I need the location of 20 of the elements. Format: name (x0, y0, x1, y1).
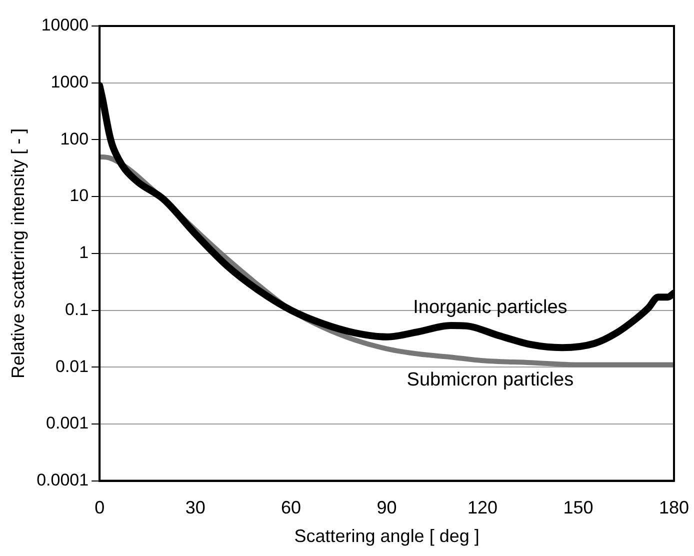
y-tick-label: 0.1 (64, 300, 89, 319)
series-label: Submicron particles (406, 369, 574, 390)
y-tick-label: 1 (79, 243, 89, 262)
y-tick-label: 10 (70, 186, 89, 206)
x-tick-label: 60 (281, 498, 302, 518)
y-tick-label: 0.0001 (36, 470, 89, 490)
x-tick-label: 90 (376, 498, 397, 518)
y-tick-label: 1000 (50, 72, 89, 92)
x-tick-label: 30 (185, 498, 206, 518)
y-tick-label: 0.001 (46, 414, 89, 433)
series-label: Inorganic particles (413, 297, 568, 318)
x-tick-label: 0 (94, 498, 105, 518)
x-axis-title: Scattering angle [ deg ] (294, 526, 480, 546)
y-tick-label: 100 (60, 129, 89, 148)
y-axis-title: Relative scattering intensity [ - ] (8, 128, 28, 378)
y-tick-label: 0.01 (56, 356, 89, 376)
x-tick-label: 120 (468, 498, 498, 518)
x-tick-label: 180 (658, 498, 690, 518)
y-tick-label: 10000 (41, 16, 89, 35)
x-tick-label: 150 (563, 498, 594, 518)
